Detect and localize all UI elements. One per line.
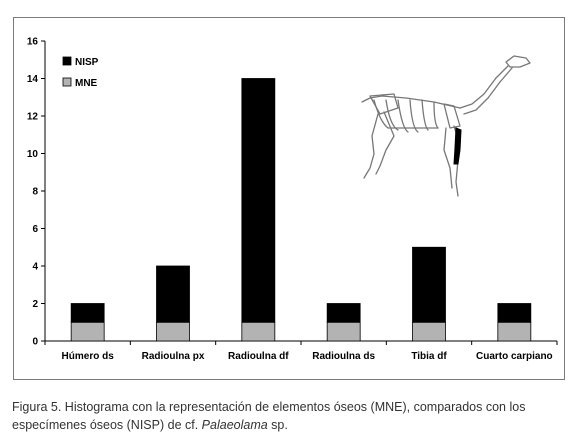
x-tick-label: Tibia df [411, 351, 447, 362]
legend-label-nisp: NISP [75, 57, 99, 68]
x-tick-label: Radioulna px [142, 351, 205, 362]
legend-swatch-nisp [62, 56, 72, 66]
y-tick-label: 12 [27, 112, 39, 123]
chart-axes: 0 2 4 6 8 10 12 14 16 Húmero ds Radioulna px Radiou… [27, 37, 558, 362]
y-tick-label: 2 [32, 299, 38, 310]
bar-mne [412, 321, 446, 342]
legend-swatch-mne [62, 77, 72, 87]
bar-mne [70, 321, 105, 342]
bar-chart: 0 2 4 6 8 10 12 14 16 Húmero ds Radioulna px Radiou… [27, 37, 558, 362]
y-tick-label: 6 [32, 224, 38, 235]
caption-main: Figura 5. Histograma con la representaci… [12, 400, 526, 432]
chart-legend: NISP MNE [62, 56, 99, 89]
bar-nisp [156, 265, 190, 323]
x-tick-label: Húmero ds [62, 351, 115, 362]
chart-frame: 0 2 4 6 8 10 12 14 16 Húmero ds Radioulna px Radiou… [13, 17, 565, 380]
y-tick-label: 10 [27, 149, 39, 160]
bar-nisp [412, 246, 446, 323]
chart-bars [70, 78, 532, 342]
x-tick-label: Cuarto carpiano [476, 351, 553, 362]
figure-caption: Figura 5. Histograma con la representaci… [12, 398, 568, 434]
bar-nisp [497, 303, 532, 323]
camelid-skeleton-icon [361, 55, 531, 197]
bar-nisp [326, 303, 361, 323]
bar-nisp [70, 303, 105, 323]
y-tick-label: 8 [32, 187, 38, 198]
legend-label-mne: MNE [75, 78, 98, 89]
y-tick-label: 4 [32, 262, 38, 273]
y-tick-label: 14 [27, 74, 39, 85]
caption-genus: Palaeolama [201, 418, 268, 432]
bar-mne [326, 321, 361, 342]
bar-mne [497, 321, 532, 342]
bar-nisp [241, 78, 276, 323]
highlighted-bone-icon [453, 127, 462, 165]
bar-mne [241, 321, 276, 342]
y-tick-label: 16 [27, 37, 39, 48]
y-tick-label: 0 [32, 337, 38, 348]
bar-mne [156, 321, 190, 342]
x-tick-label: Radioulna df [228, 351, 289, 362]
x-tick-label: Radioulna ds [312, 351, 375, 362]
caption-tail: sp. [267, 418, 288, 432]
